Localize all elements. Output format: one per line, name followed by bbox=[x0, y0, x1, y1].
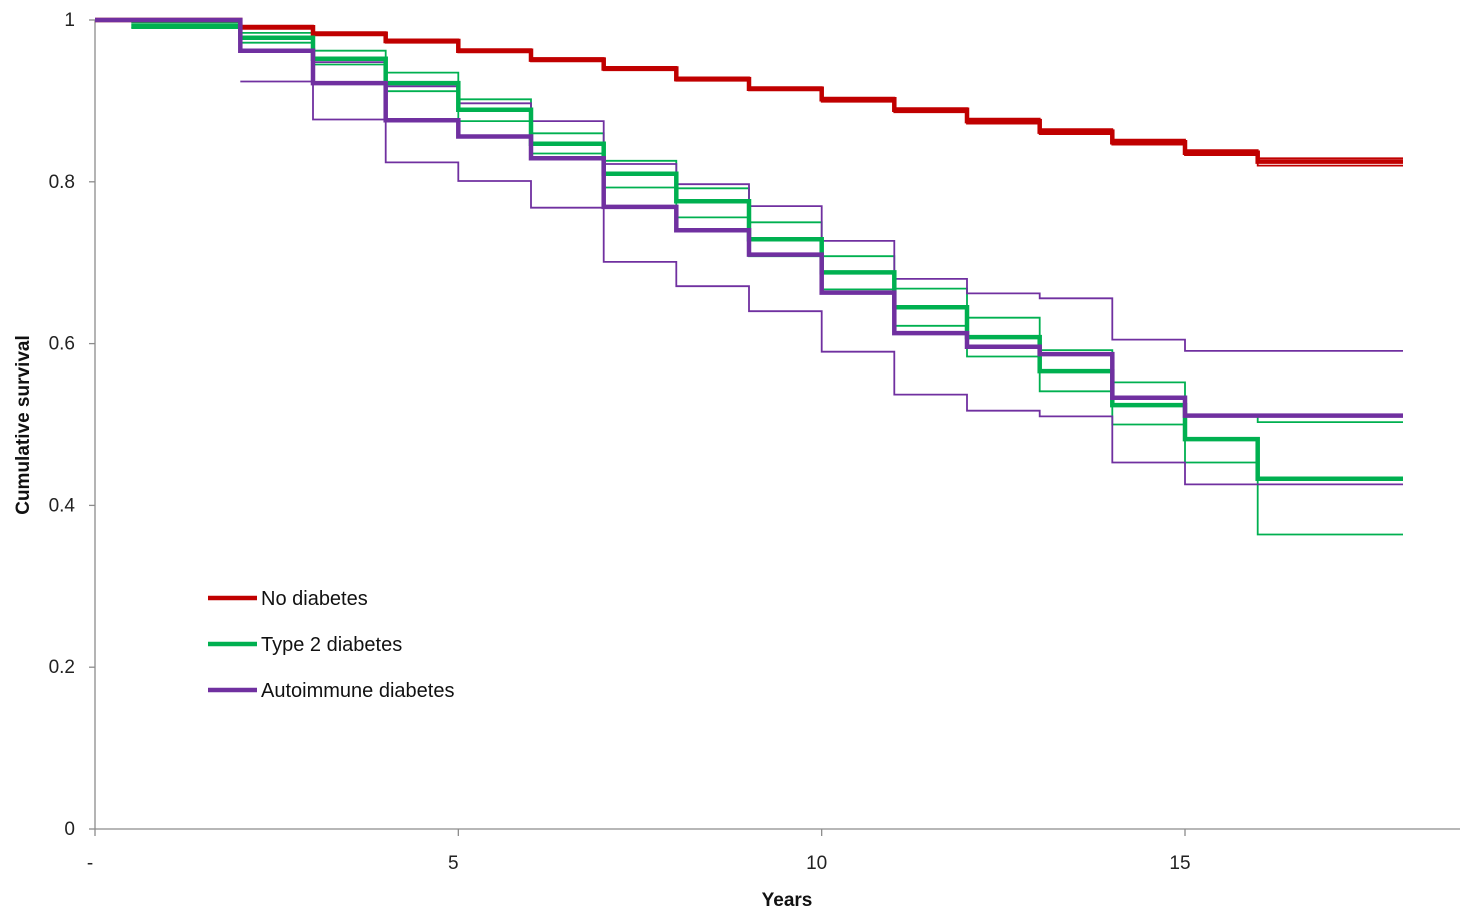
x-tick-label: - bbox=[87, 853, 93, 874]
y-tick-label: 0.2 bbox=[49, 657, 75, 678]
y-axis-title: Cumulative survival bbox=[13, 335, 34, 515]
legend: No diabetes Type 2 diabetes Autoimmune dia… bbox=[208, 588, 454, 702]
legend-label: No diabetes bbox=[261, 588, 368, 610]
legend-label: Type 2 diabetes bbox=[261, 634, 402, 656]
confidence-interval-line bbox=[131, 27, 1403, 536]
x-tick-label: 10 bbox=[806, 853, 827, 874]
y-tick-label: 0.4 bbox=[49, 495, 76, 516]
x-axis-title: Years bbox=[762, 890, 813, 911]
y-tick-label: 0.6 bbox=[49, 334, 75, 355]
confidence-interval-line bbox=[313, 61, 1403, 352]
series-line bbox=[95, 17, 1403, 164]
x-tick-label: 5 bbox=[448, 853, 459, 874]
series-line bbox=[131, 23, 1403, 481]
survival-curves bbox=[95, 17, 1403, 536]
y-tick-label: 0 bbox=[64, 819, 75, 840]
x-tick-label: 15 bbox=[1169, 853, 1190, 874]
legend-label: Autoimmune diabetes bbox=[261, 680, 454, 702]
confidence-interval-line bbox=[240, 80, 1403, 486]
y-tick-label: 0.8 bbox=[49, 172, 75, 193]
y-tick-label: 1 bbox=[64, 10, 75, 31]
axes bbox=[94, 20, 1460, 830]
series-line bbox=[95, 17, 1403, 418]
ticks: 0 0.2 0.4 0.6 0.8 1 - 5 10 15 bbox=[49, 10, 1191, 874]
